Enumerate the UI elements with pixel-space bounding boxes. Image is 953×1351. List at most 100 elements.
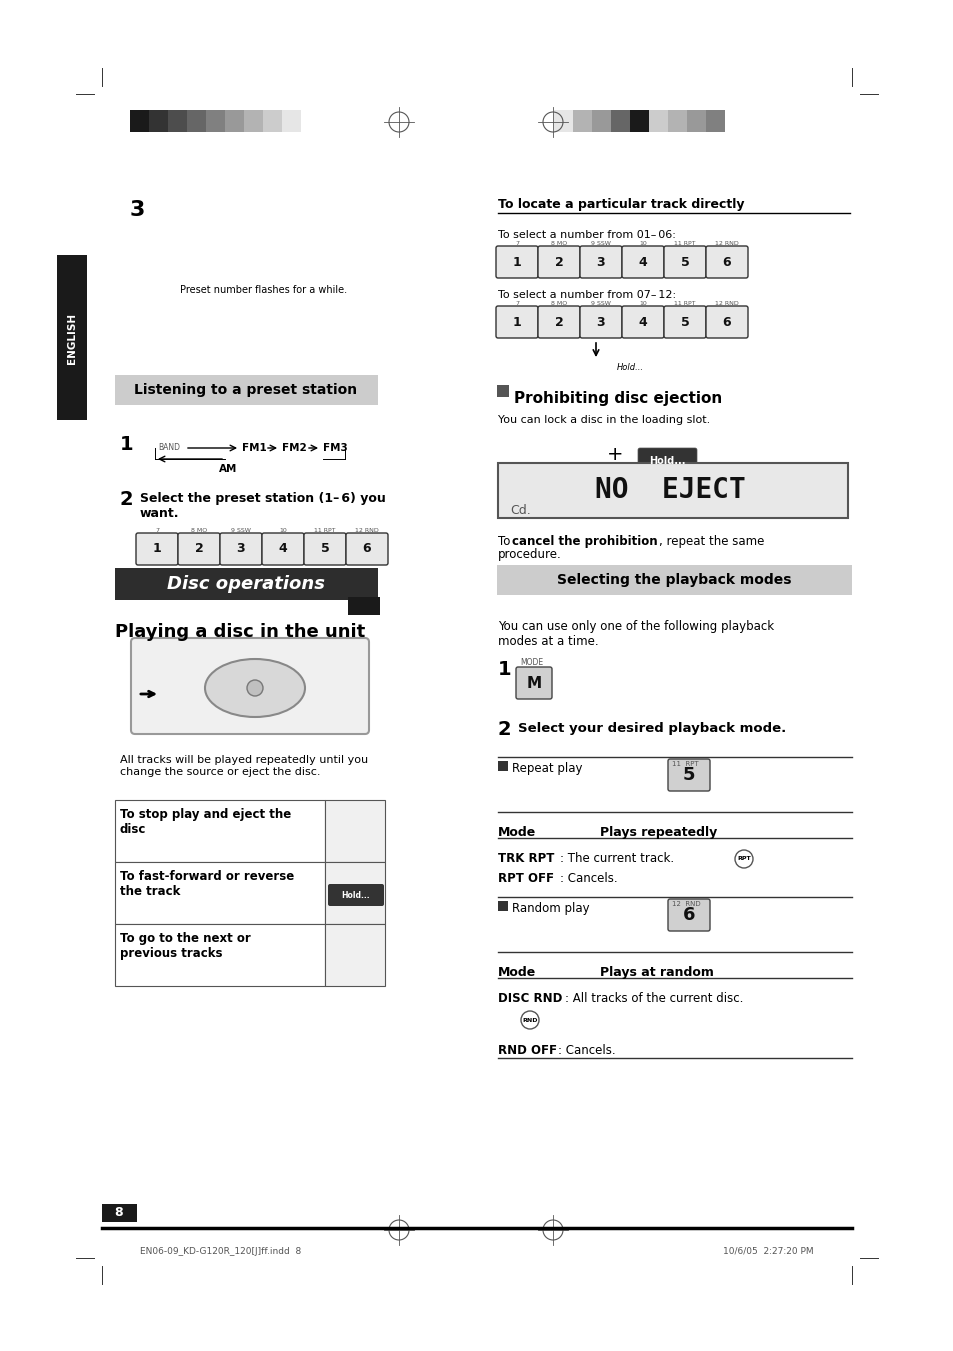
Text: : The current track.: : The current track.: [559, 852, 674, 865]
Text: 4: 4: [278, 543, 287, 555]
Bar: [282, 109, 301, 132]
Text: Playing a disc in the unit: Playing a disc in the unit: [115, 623, 365, 640]
Text: To stop play and eject the
disc: To stop play and eject the disc: [120, 808, 291, 836]
Text: Plays at random: Plays at random: [599, 966, 713, 979]
FancyBboxPatch shape: [496, 305, 537, 338]
Text: Select the preset station (1– 6) you
want.: Select the preset station (1– 6) you wan…: [140, 492, 385, 520]
Text: To fast-forward or reverse
the track: To fast-forward or reverse the track: [120, 870, 294, 898]
Text: 9 SSW: 9 SSW: [591, 301, 610, 305]
Text: Mode: Mode: [497, 825, 536, 839]
FancyBboxPatch shape: [638, 449, 697, 471]
Text: 5: 5: [679, 316, 689, 328]
Bar: [244, 109, 263, 132]
FancyBboxPatch shape: [537, 246, 579, 278]
Text: 9 SSW: 9 SSW: [231, 528, 251, 534]
Text: To locate a particular track directly: To locate a particular track directly: [497, 199, 743, 211]
Text: 6: 6: [722, 316, 731, 328]
Text: 10/6/05  2:27:20 PM: 10/6/05 2:27:20 PM: [722, 1247, 813, 1256]
Bar: [497, 901, 507, 911]
Text: 11 RPT: 11 RPT: [674, 240, 695, 246]
Text: 10: 10: [639, 301, 646, 305]
FancyBboxPatch shape: [667, 898, 709, 931]
Text: Cd.: Cd.: [510, 504, 530, 516]
Bar: [348, 597, 379, 615]
Text: RPT: RPT: [737, 857, 750, 862]
Text: BAND: BAND: [158, 443, 180, 453]
Bar: [102, 1204, 137, 1223]
Text: To select a number from 07– 12:: To select a number from 07– 12:: [497, 290, 676, 300]
Text: 5: 5: [679, 255, 689, 269]
FancyBboxPatch shape: [667, 759, 709, 790]
FancyBboxPatch shape: [621, 305, 663, 338]
Text: 8 MO: 8 MO: [191, 528, 207, 534]
FancyBboxPatch shape: [705, 305, 747, 338]
Text: 8 MO: 8 MO: [550, 240, 566, 246]
Bar: [610, 109, 629, 132]
Text: 1: 1: [152, 543, 161, 555]
Text: 11 RPT: 11 RPT: [314, 528, 335, 534]
Bar: [705, 109, 724, 132]
Bar: [497, 463, 847, 517]
Text: Repeat play: Repeat play: [512, 762, 582, 775]
Bar: [149, 109, 168, 132]
Bar: [648, 109, 667, 132]
Text: 2: 2: [120, 490, 133, 509]
FancyBboxPatch shape: [346, 534, 388, 565]
Text: TRK RPT: TRK RPT: [497, 852, 554, 865]
Bar: [115, 567, 377, 600]
Text: procedure.: procedure.: [497, 549, 561, 561]
FancyBboxPatch shape: [220, 534, 262, 565]
Text: All tracks will be played repeatedly until you
change the source or eject the di: All tracks will be played repeatedly unt…: [120, 755, 368, 777]
Text: 5: 5: [320, 543, 329, 555]
Text: cancel the prohibition: cancel the prohibition: [512, 535, 657, 549]
Bar: [168, 109, 187, 132]
Text: Select your desired playback mode.: Select your desired playback mode.: [517, 721, 785, 735]
Bar: [301, 109, 319, 132]
Text: 12 RND: 12 RND: [355, 528, 378, 534]
Text: 12 RND: 12 RND: [715, 240, 739, 246]
Text: To: To: [497, 535, 514, 549]
Bar: [115, 862, 325, 924]
FancyBboxPatch shape: [705, 246, 747, 278]
Text: 2: 2: [554, 255, 563, 269]
Text: 7: 7: [515, 240, 518, 246]
Bar: [667, 109, 686, 132]
FancyBboxPatch shape: [304, 534, 346, 565]
Text: Preset number flashes for a while.: Preset number flashes for a while.: [180, 285, 347, 295]
Bar: [115, 800, 325, 862]
Bar: [535, 109, 554, 132]
Text: DISC RND: DISC RND: [497, 992, 561, 1005]
Text: 2: 2: [497, 720, 511, 739]
Circle shape: [734, 850, 752, 867]
Text: To go to the next or
previous tracks: To go to the next or previous tracks: [120, 932, 251, 961]
Text: Prohibiting disc ejection: Prohibiting disc ejection: [514, 390, 721, 407]
Text: 6: 6: [362, 543, 371, 555]
Text: Plays repeatedly: Plays repeatedly: [599, 825, 717, 839]
Text: 1: 1: [512, 316, 521, 328]
Text: Hold...: Hold...: [648, 457, 684, 466]
FancyBboxPatch shape: [328, 884, 384, 907]
Text: MODE: MODE: [519, 658, 542, 667]
Text: 6: 6: [682, 907, 695, 924]
Text: 2: 2: [194, 543, 203, 555]
Text: 9 SSW: 9 SSW: [591, 240, 610, 246]
Text: +: +: [606, 446, 622, 465]
Ellipse shape: [205, 659, 305, 717]
Circle shape: [520, 1011, 538, 1029]
Bar: [115, 924, 325, 986]
Text: 5: 5: [682, 766, 695, 784]
Text: You can use only one of the following playback
modes at a time.: You can use only one of the following pl…: [497, 620, 773, 648]
Text: : All tracks of the current disc.: : All tracks of the current disc.: [564, 992, 742, 1005]
Bar: [325, 924, 385, 986]
Bar: [686, 109, 705, 132]
Text: 11 RPT: 11 RPT: [674, 301, 695, 305]
Text: 12  RND: 12 RND: [671, 901, 700, 907]
Text: 1: 1: [497, 661, 511, 680]
Bar: [573, 109, 592, 132]
Text: NO  EJECT: NO EJECT: [594, 476, 744, 504]
Bar: [263, 109, 282, 132]
Text: 3: 3: [596, 316, 604, 328]
FancyBboxPatch shape: [262, 534, 304, 565]
Bar: [225, 109, 244, 132]
Text: RPT OFF: RPT OFF: [497, 871, 554, 885]
